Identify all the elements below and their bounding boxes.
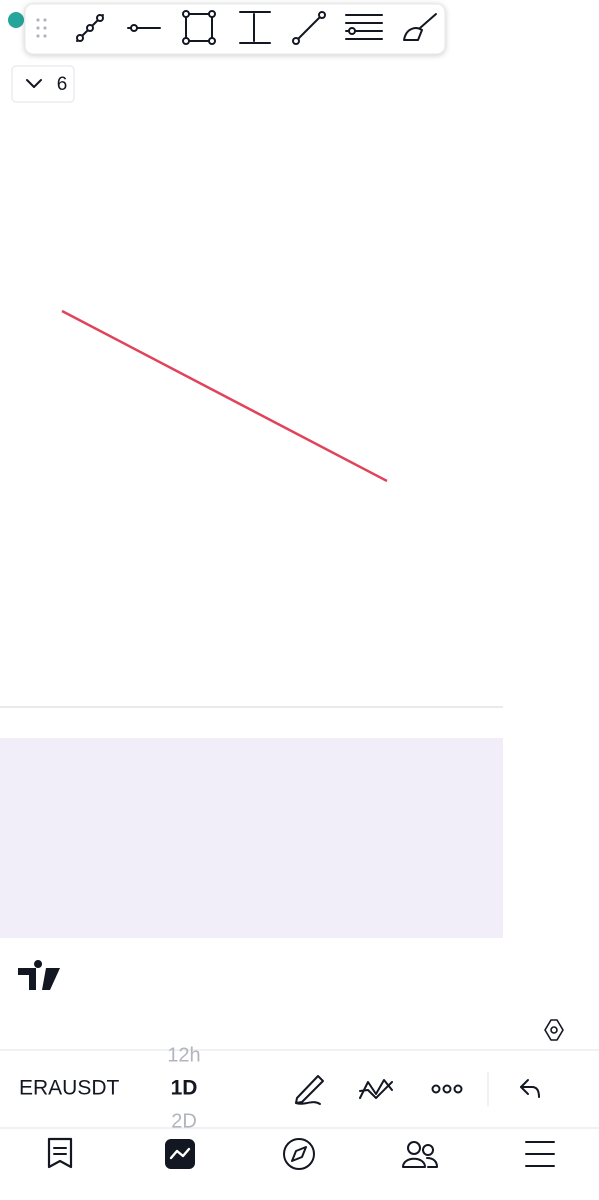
rsi-band [0, 738, 503, 938]
tool-brush[interactable] [403, 13, 437, 41]
tool-hline[interactable] [127, 24, 161, 32]
status-dot [8, 12, 24, 28]
chart-icon[interactable] [165, 1139, 195, 1169]
watchlist-icon[interactable] [47, 1137, 73, 1169]
interval-prev[interactable]: 12h [167, 1044, 200, 1066]
draw-icon[interactable] [295, 1075, 324, 1105]
more-icon[interactable] [431, 1084, 463, 1094]
explore-icon[interactable] [283, 1138, 315, 1170]
community-icon[interactable] [402, 1141, 438, 1168]
undo-icon[interactable] [520, 1079, 540, 1098]
watermark [18, 960, 60, 990]
drawing-toolbar [24, 3, 446, 55]
interval-next[interactable]: 2D [171, 1110, 197, 1132]
interval-current[interactable]: 1D [171, 1077, 198, 1100]
tool-fib[interactable] [345, 14, 383, 40]
trend-line[interactable] [61, 309, 388, 483]
layers-button[interactable]: 6 [11, 65, 75, 103]
tool-range[interactable] [239, 11, 271, 44]
tool-rect[interactable] [182, 10, 216, 45]
tool-ray[interactable] [292, 11, 326, 45]
indicator-icon[interactable] [359, 1079, 393, 1099]
tool-trend[interactable] [76, 14, 104, 42]
symbol[interactable]: ERAUSDT [19, 1077, 120, 1100]
layers-count: 6 [57, 74, 68, 95]
axis-settings[interactable] [544, 1019, 564, 1041]
menu-icon[interactable] [525, 1141, 555, 1167]
grip[interactable] [36, 18, 47, 38]
